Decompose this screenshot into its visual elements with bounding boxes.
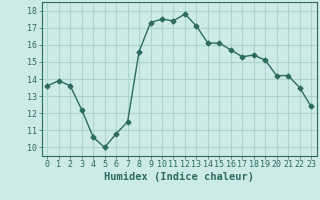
X-axis label: Humidex (Indice chaleur): Humidex (Indice chaleur) (104, 172, 254, 182)
